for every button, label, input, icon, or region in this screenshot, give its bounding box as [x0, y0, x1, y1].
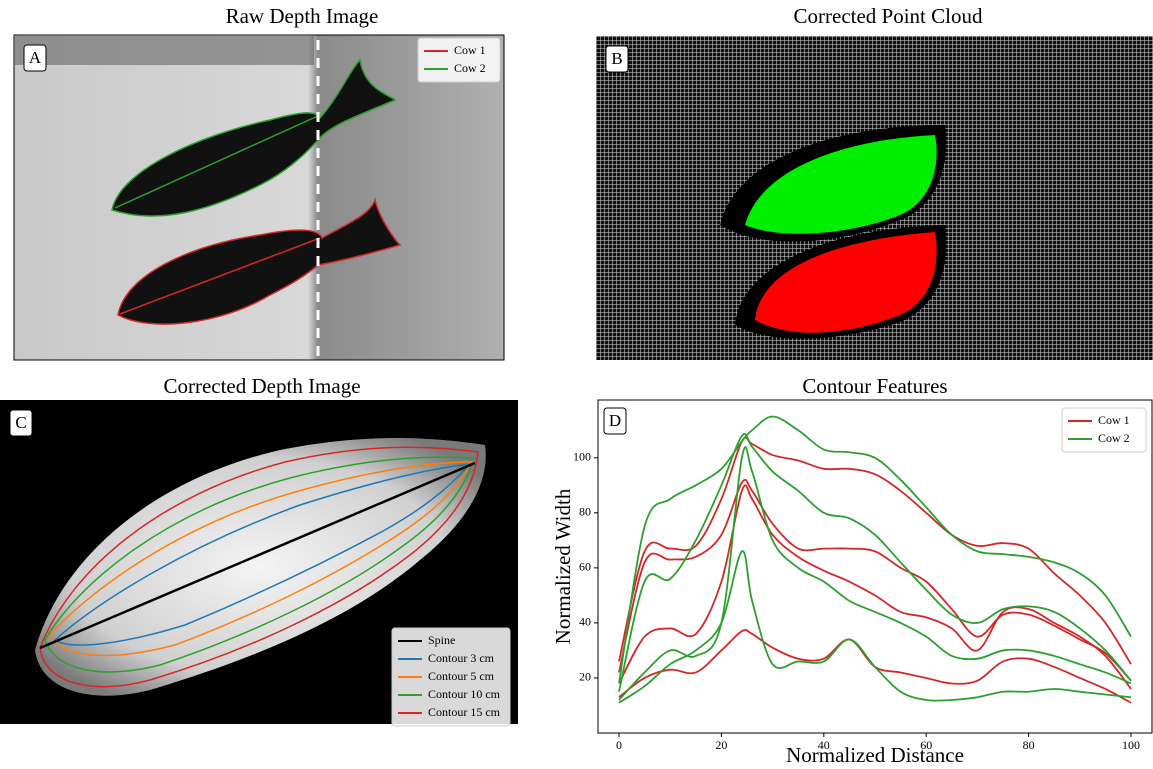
- x-tick-label: 60: [920, 738, 932, 752]
- panel-label-box: [605, 45, 629, 73]
- chart-title: Contour Features: [802, 374, 947, 398]
- legend-label: Contour 5 cm: [428, 669, 495, 683]
- legend-label: Cow 2: [1098, 431, 1130, 445]
- data-line: [618, 415, 1132, 684]
- panel-label: A: [29, 48, 42, 67]
- panel-c-image: [0, 400, 518, 724]
- legend-label: Contour 15 cm: [428, 705, 501, 719]
- x-tick-label: 80: [1023, 738, 1035, 752]
- legend-label: Contour 10 cm: [428, 687, 501, 701]
- y-tick-label: 20: [579, 670, 591, 684]
- legend-box: [417, 37, 501, 83]
- panel-title: Corrected Point Cloud: [794, 4, 983, 28]
- legend-label: Cow 1: [1098, 413, 1130, 427]
- panel-label: D: [609, 411, 621, 430]
- legend-label: Cow 2: [454, 61, 486, 75]
- panel-label-box: [23, 44, 47, 72]
- panel-title: Corrected Depth Image: [163, 374, 360, 398]
- axes-frame: [597, 399, 1153, 734]
- legend-box: [1061, 407, 1147, 453]
- data-line: [618, 433, 1132, 692]
- data-line: [618, 446, 1132, 701]
- y-axis-label: Normalized Width: [551, 488, 575, 644]
- panel-label: C: [15, 413, 26, 432]
- x-tick-label: 100: [1122, 738, 1140, 752]
- legend-box: [391, 627, 511, 727]
- panel-a-image: [13, 34, 505, 361]
- panel-title: Raw Depth Image: [226, 4, 379, 28]
- legend-label: Spine: [428, 633, 455, 647]
- data-line: [618, 484, 1132, 690]
- panel-label: B: [611, 49, 622, 68]
- y-tick-label: 100: [573, 450, 591, 464]
- y-tick-label: 60: [579, 560, 591, 574]
- y-tick-label: 80: [579, 505, 591, 519]
- panel-label-box: [9, 409, 33, 437]
- legend-label: Contour 3 cm: [428, 651, 495, 665]
- data-line: [618, 478, 1132, 682]
- data-line: [618, 550, 1132, 704]
- y-tick-label: 40: [579, 615, 591, 629]
- panel-label-box: [603, 407, 627, 435]
- x-tick-label: 0: [616, 738, 622, 752]
- x-axis-label: Normalized Distance: [786, 743, 964, 767]
- legend-label: Cow 1: [454, 43, 486, 57]
- x-tick-label: 40: [818, 738, 830, 752]
- x-tick-label: 20: [715, 738, 727, 752]
- panel-b-image: [596, 36, 1153, 360]
